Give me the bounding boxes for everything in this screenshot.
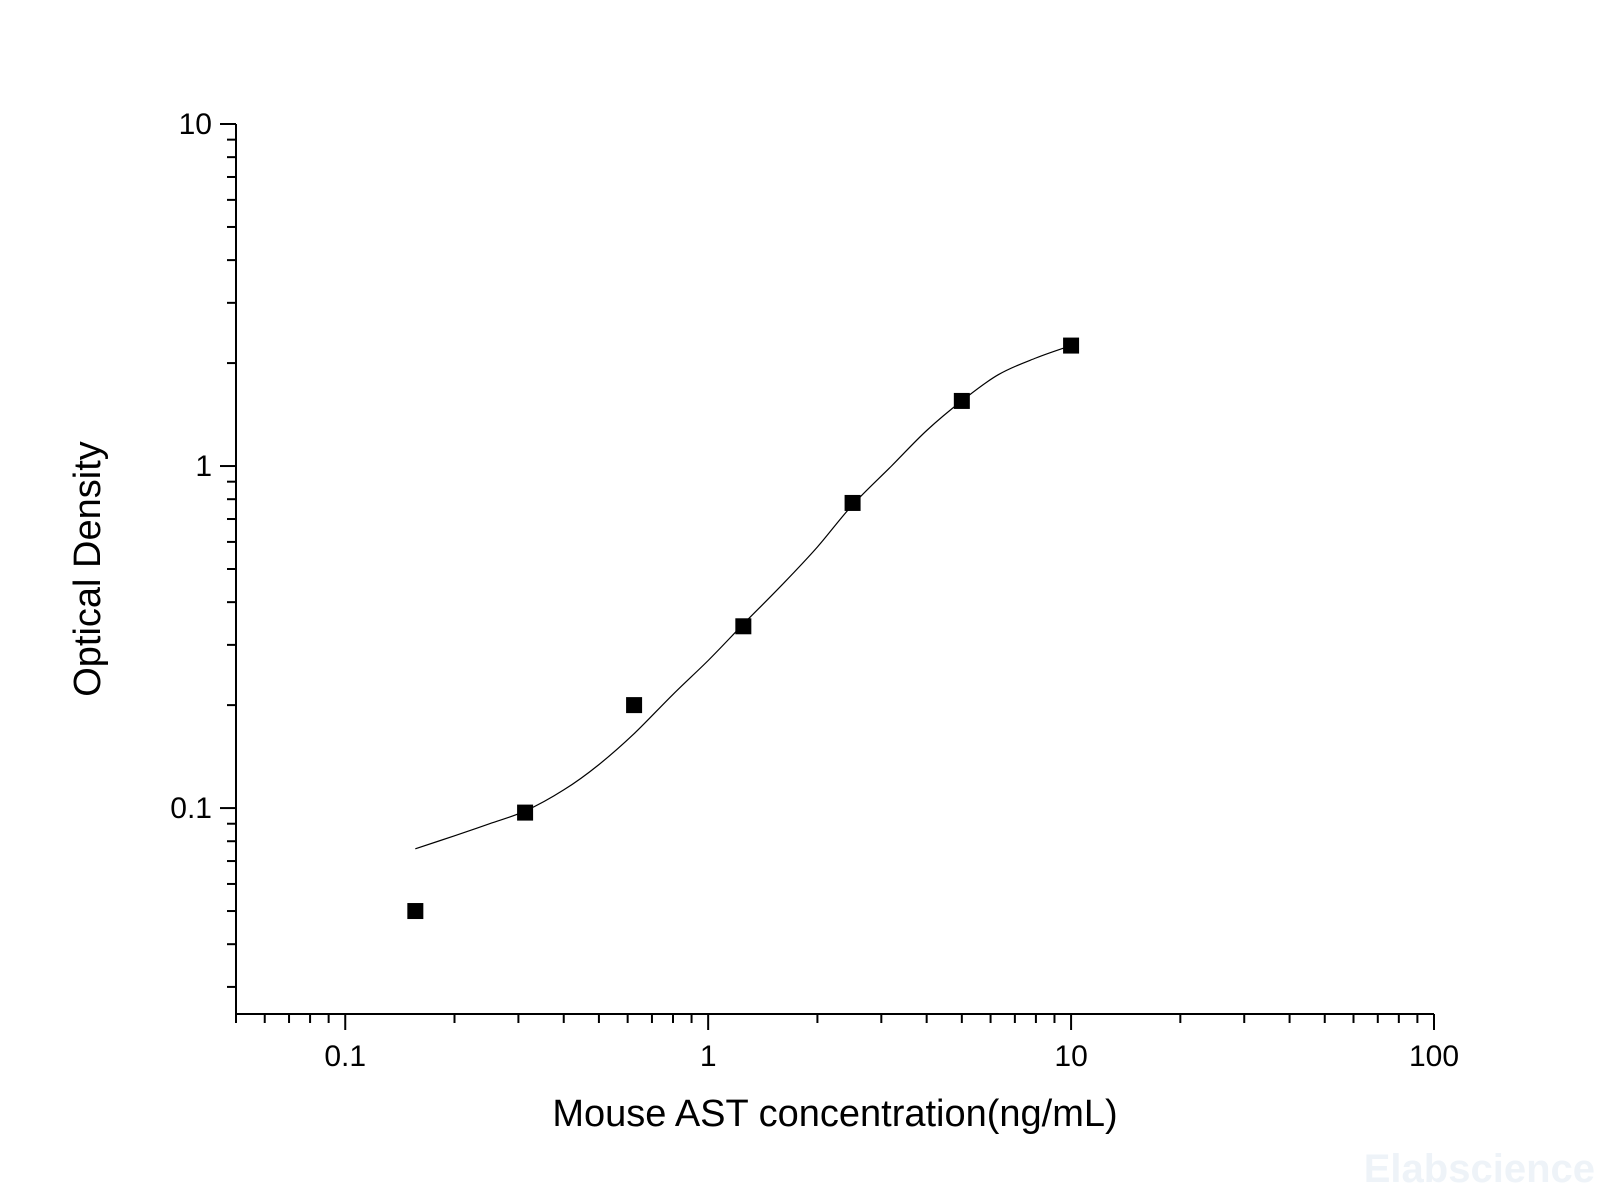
fit-curve (415, 345, 1072, 850)
y-ticks: 0.1 1 10 (170, 108, 236, 988)
x-tick-label: 10 (1054, 1040, 1087, 1073)
data-point (735, 618, 752, 635)
x-ticks: 0.1 1 10 100 (235, 1014, 1459, 1073)
data-point (844, 494, 861, 511)
data-point (1063, 337, 1080, 354)
x-tick-label: 1 (700, 1040, 717, 1073)
data-point (407, 903, 424, 920)
data-points (407, 337, 1080, 920)
data-point (953, 392, 970, 409)
y-tick-label: 1 (195, 450, 212, 483)
x-tick-label: 100 (1409, 1040, 1459, 1073)
data-point (626, 697, 643, 714)
y-axis: 0.1 1 10 (170, 108, 237, 1014)
y-tick-label: 10 (179, 108, 212, 141)
x-axis-title: Mouse AST concentration(ng/mL) (552, 1093, 1117, 1135)
y-tick-label: 0.1 (170, 792, 212, 825)
y-axis-title: Optical Density (67, 441, 109, 697)
watermark: Elabscience (1364, 1147, 1595, 1191)
x-tick-label: 0.1 (324, 1040, 366, 1073)
x-axis: 0.1 1 10 100 (235, 1013, 1459, 1073)
data-point (517, 804, 534, 821)
